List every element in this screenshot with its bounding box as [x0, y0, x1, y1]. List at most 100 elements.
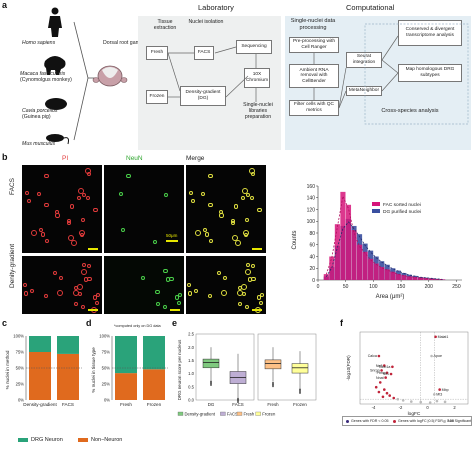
nucleus-dot: [258, 301, 263, 306]
nucleus-dot: [73, 285, 78, 290]
metaneighbor-box: MetaNeighbor: [346, 86, 382, 96]
hist-ytick-label: 0: [312, 278, 315, 284]
micrograph-dg-pi: [22, 256, 102, 314]
volcano-point: [430, 354, 433, 358]
volcano-point-label: Nefl: [376, 364, 383, 368]
box-ytick-label: 1.0: [188, 371, 194, 376]
panel-d-letter: d: [86, 318, 92, 328]
hist-ticks: 0 50 100 150 200 250 0 20 40 60 80 100 120 140 160: [307, 184, 461, 290]
volcano-point: [432, 393, 436, 396]
nucleus-dot: [55, 213, 60, 218]
nucleus-dot: [77, 284, 84, 290]
hist-bars: [323, 191, 446, 280]
box-legend-swatch: [255, 411, 261, 416]
stack-bar-drg-neuron: [115, 336, 137, 374]
nucleus-dot: [87, 276, 92, 282]
species-guinea-pig-common: (Guinea pig): [22, 114, 51, 120]
box-outlier: [272, 385, 274, 388]
fresh-box: Fresh: [146, 46, 168, 60]
hist-xtick-label: 0: [317, 284, 320, 290]
volcano-point-label: Nnat: [376, 376, 384, 380]
hist-ytick-label: 80: [309, 231, 315, 237]
stacked-tissue-chart: % nuclei in tissue type 0% 25% 50% 75% 100% Fr…: [91, 334, 168, 407]
nucleus-dot: [80, 305, 85, 310]
stack-ytick-label: 0%: [104, 398, 110, 403]
volcano-point: [377, 354, 381, 358]
nucleus-dot: [67, 220, 72, 225]
hist-bar: [340, 191, 346, 280]
volcano-point: [434, 335, 437, 339]
volcano-xtick-label: 0: [426, 405, 429, 410]
hist-bar: [362, 251, 368, 280]
col-label-pi: PI: [62, 155, 69, 162]
nucleus-dot: [43, 293, 48, 298]
nucleus-dot: [175, 295, 180, 300]
legend-drg-swatch: [18, 438, 28, 442]
nucleus-dot: [242, 291, 247, 297]
nucleus-dot: [69, 204, 75, 209]
preprocessing-box: Pre-processing with Cell Ranger: [289, 37, 339, 53]
volcano-point-label: Ptma: [377, 371, 385, 375]
nucleus-dot: [86, 263, 91, 269]
box-legend-label: FACS: [227, 411, 238, 416]
single-nuclei-label: Single-nuclei data processing: [290, 18, 336, 31]
volcano-point: [383, 388, 386, 391]
stack-bar-drg-neuron: [29, 336, 51, 352]
hist-bar: [406, 276, 412, 280]
area-histogram: Counts Area (μm²) 0 50 100 150 200 250 0 20 40 60…: [292, 184, 462, 300]
nucleus-dot: [41, 232, 46, 237]
seurat-box: Seurat integration: [346, 52, 382, 68]
volcano-point-label: Snrpn: [370, 369, 380, 373]
laboratory-arrows: [167, 46, 257, 102]
nucleus-dot: [193, 288, 198, 294]
volcano-point-label: Apoe: [434, 354, 442, 358]
nucleus-dot: [245, 262, 251, 268]
hist-xtick-label: 150: [397, 284, 406, 290]
box-outlier: [237, 401, 239, 404]
box-legend-swatch: [177, 411, 184, 416]
micrograph-dg-neun: [104, 256, 184, 314]
nucleus-dot: [216, 270, 221, 275]
ambient-rna-box: Ambient RNA removal with CellBender: [289, 64, 339, 88]
nucleus-dot: [81, 262, 87, 268]
nucleus-dot: [94, 301, 99, 306]
stacked-method-chart: % nuclei in method 0% 25% 50% 75% 100% Density…: [5, 334, 82, 407]
cross-species-label: Cross-species analysis: [381, 108, 439, 114]
volcano-point: [410, 400, 413, 403]
volcano-point: [392, 396, 396, 400]
col-label-merge: Merge: [186, 155, 205, 162]
nuclei-isolation-label: Nuclei isolation: [188, 19, 224, 25]
computational-heading: Computational: [346, 3, 395, 12]
nucleus-dot: [59, 275, 64, 280]
hist-bar: [351, 230, 357, 280]
legend-fac-label: FAC sorted nuclei: [383, 202, 421, 208]
volcano-point: [438, 388, 441, 391]
micrograph-facs-merge: [186, 165, 266, 253]
stack-ytick-label: 50%: [16, 366, 25, 371]
nucleus-dot: [152, 240, 157, 245]
box-ytick-label: 2.5: [188, 332, 194, 337]
box-iqr: [291, 363, 309, 374]
stack-bar-non-neuron: [115, 373, 137, 400]
volcano-point: [378, 381, 382, 384]
stack-xlabel: Fresh: [120, 402, 132, 407]
nucleus-dot: [257, 208, 262, 213]
nucleus-dot: [246, 193, 251, 198]
scale-bar-dg-neun: [170, 309, 180, 311]
nucleus-dot: [77, 195, 82, 200]
nucleus-dot: [86, 196, 91, 201]
nucleus-dot: [241, 284, 248, 290]
panel-b-letter: b: [2, 152, 8, 162]
hist-bar: [412, 277, 418, 280]
nucleus-dot: [205, 232, 210, 237]
hist-bar: [423, 278, 429, 280]
nucleus-dot: [219, 209, 224, 215]
volcano-xtick-label: -4: [372, 405, 376, 410]
nucleus-dot: [164, 193, 169, 198]
panel-e-letter: e: [172, 318, 178, 328]
nucleus-dot: [155, 302, 160, 307]
volcano-point: [383, 364, 386, 367]
nucleus-dot: [162, 305, 167, 310]
volcano-xtick-label: -2: [399, 405, 403, 410]
stack-ylabel: % nuclei in method: [5, 350, 10, 389]
